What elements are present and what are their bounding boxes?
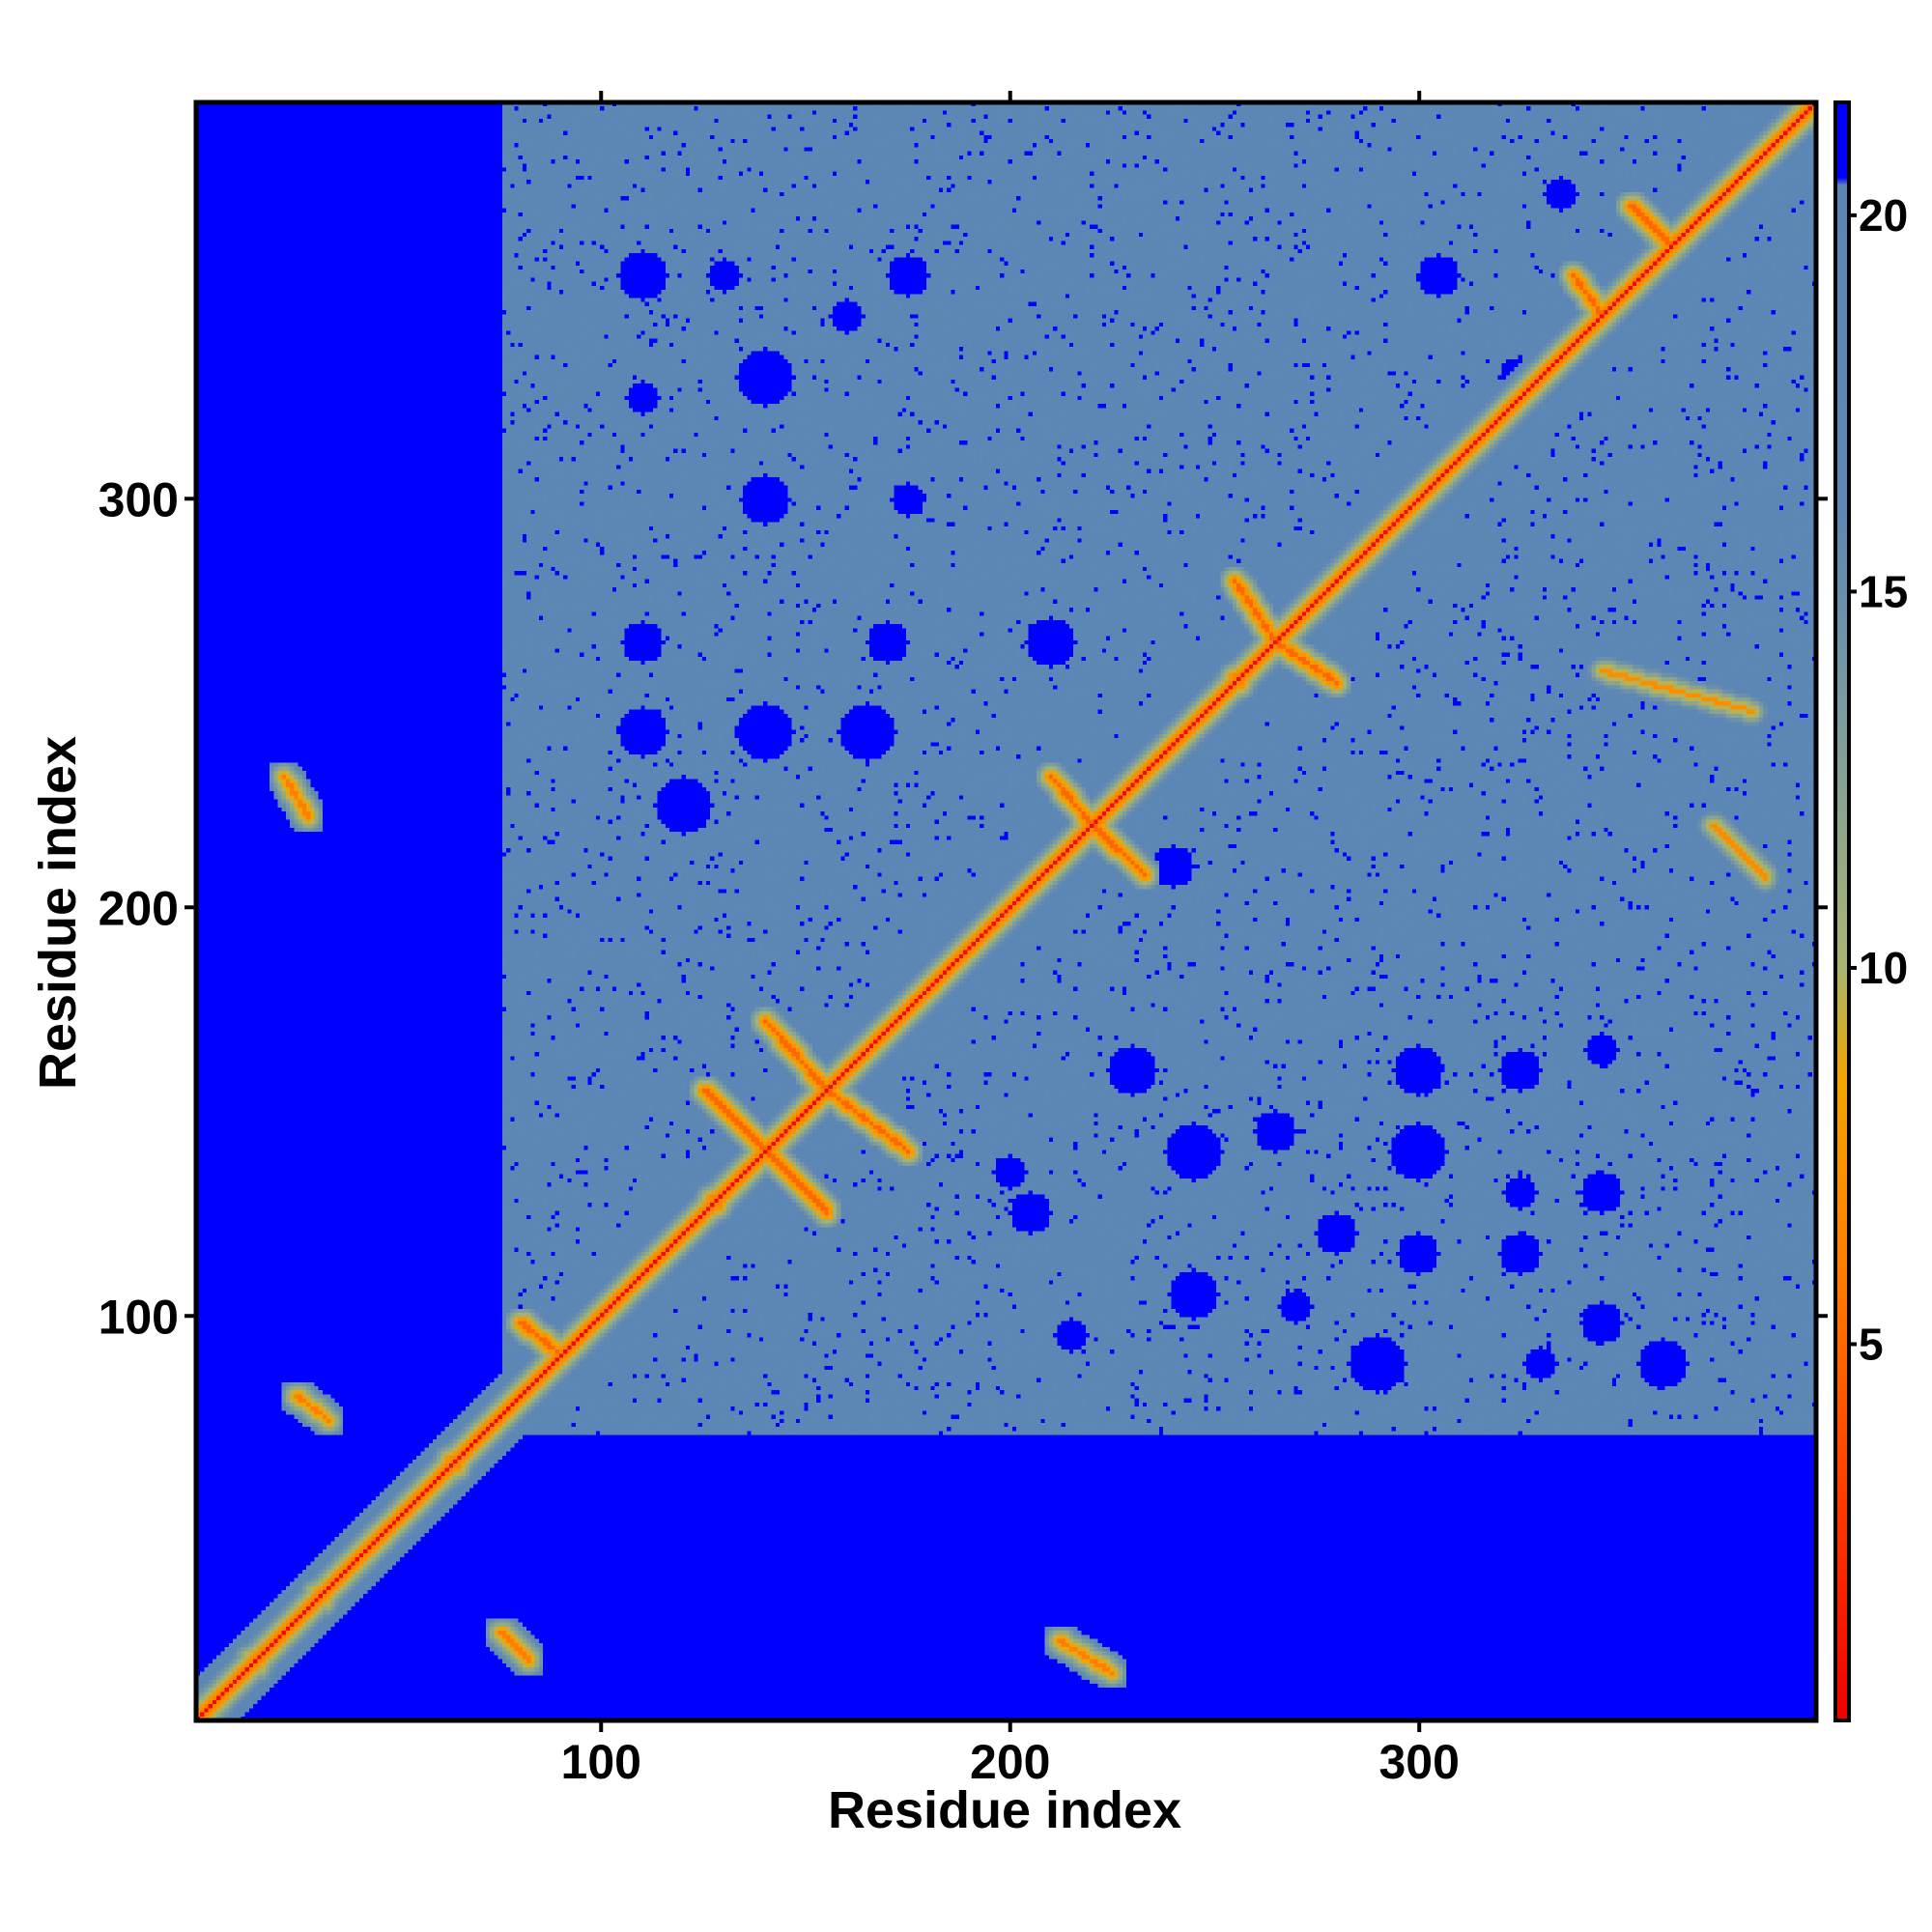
- x-axis: 100 200 300: [561, 91, 1460, 1789]
- plot-border: [193, 99, 1819, 1723]
- colorbar-tick-label: 5: [1859, 1319, 1884, 1369]
- y-tick-label: 200: [99, 881, 179, 935]
- heatmap-canvas: [196, 102, 1816, 1720]
- y-axis: 100 200 300: [99, 472, 1828, 1344]
- plot-frame: [193, 99, 1819, 1723]
- y-tick-label: 300: [99, 472, 179, 526]
- x-tick-label: 300: [1379, 1735, 1460, 1789]
- colorbar-tick-label: 10: [1859, 943, 1908, 993]
- colorbar-gradient: [1833, 100, 1851, 1722]
- y-tick-label: 100: [99, 1290, 179, 1344]
- colorbar-tick-label: 15: [1859, 566, 1908, 616]
- contact-map-heatmap: [196, 102, 1816, 1720]
- x-tick-label: 100: [561, 1735, 641, 1789]
- x-tick-label: 200: [970, 1735, 1050, 1789]
- colorbar-tick-label: 20: [1859, 190, 1908, 241]
- x-axis-label: Residue index: [828, 1781, 1181, 1839]
- y-axis-label: Residue index: [29, 736, 87, 1090]
- colorbar: 5 10 15 20: [1833, 100, 1908, 1722]
